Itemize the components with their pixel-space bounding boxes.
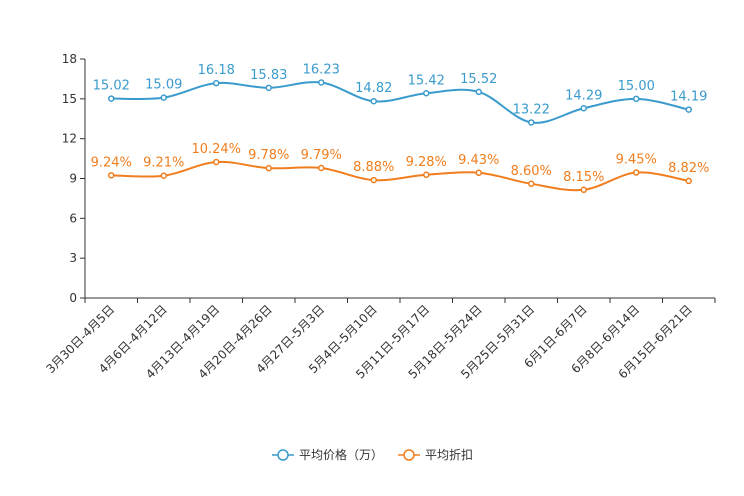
data-point[interactable] <box>580 186 587 194</box>
data-point[interactable] <box>160 94 167 101</box>
legend-marker <box>277 449 289 461</box>
data-label: 9.79% <box>301 148 342 163</box>
data-label: 15.00 <box>618 79 655 94</box>
data-label: 9.45% <box>616 153 657 168</box>
y-tick-label: 12 <box>62 132 77 146</box>
data-label: 15.52 <box>460 72 497 87</box>
data-point[interactable] <box>423 90 430 97</box>
data-label: 15.02 <box>93 79 130 94</box>
data-label: 9.21% <box>143 156 184 171</box>
legend[interactable]: 平均价格（万） 平均折扣 <box>272 447 473 462</box>
y-tick-label: 6 <box>69 211 77 225</box>
y-tick-label: 15 <box>62 92 77 106</box>
data-label: 8.88% <box>353 160 394 175</box>
legend-item-1[interactable]: 平均折扣 <box>398 447 473 462</box>
data-point[interactable] <box>108 95 115 102</box>
data-label: 16.18 <box>198 63 235 78</box>
legend-item-0[interactable]: 平均价格（万） <box>272 447 383 462</box>
data-label: 14.29 <box>565 88 602 103</box>
data-point[interactable] <box>580 105 587 112</box>
data-label: 8.60% <box>511 164 552 179</box>
data-label: 10.24% <box>191 142 241 157</box>
series-line-1 <box>111 160 689 192</box>
series-line-0 <box>111 81 689 124</box>
y-tick-label: 0 <box>69 291 77 305</box>
data-label: 9.43% <box>458 153 499 168</box>
data-point[interactable] <box>318 164 325 172</box>
data-point[interactable] <box>160 172 167 179</box>
data-point[interactable] <box>265 84 272 92</box>
data-label: 14.82 <box>355 81 392 96</box>
data-point[interactable] <box>423 171 430 179</box>
data-point[interactable] <box>528 180 535 188</box>
data-label: 15.09 <box>145 78 182 93</box>
data-label: 8.15% <box>563 170 604 185</box>
data-point[interactable] <box>528 119 535 126</box>
data-point[interactable] <box>633 95 640 103</box>
y-tick-label: 3 <box>69 251 77 265</box>
data-point[interactable] <box>213 79 220 87</box>
data-point[interactable] <box>108 172 115 179</box>
data-label: 8.82% <box>668 161 709 176</box>
data-point[interactable] <box>685 106 692 113</box>
data-point[interactable] <box>475 169 482 177</box>
data-labels: 15.02 15.09 16.18 15.83 16.23 14.82 15.42 15.52… <box>91 63 710 185</box>
legend-label: 平均价格（万） <box>299 447 383 462</box>
data-label: 15.42 <box>408 73 445 88</box>
legend-label: 平均折扣 <box>425 447 473 462</box>
legend-marker <box>403 449 415 461</box>
data-point[interactable] <box>475 88 482 96</box>
data-point[interactable] <box>370 176 377 184</box>
data-label: 15.83 <box>250 68 287 83</box>
y-tick-label: 18 <box>62 52 77 66</box>
data-label: 9.78% <box>248 148 289 163</box>
data-label: 16.23 <box>303 63 340 78</box>
data-point[interactable] <box>685 177 692 185</box>
data-point[interactable] <box>265 164 272 172</box>
data-point[interactable] <box>213 158 220 166</box>
data-point[interactable] <box>370 97 377 105</box>
data-point[interactable] <box>318 79 325 86</box>
data-point[interactable] <box>633 169 640 176</box>
data-label: 9.24% <box>91 155 132 170</box>
series-layer <box>108 79 692 194</box>
data-label: 14.19 <box>670 90 707 105</box>
y-tick-label: 9 <box>69 172 77 186</box>
data-label: 9.28% <box>406 155 447 170</box>
data-label: 13.22 <box>513 102 550 117</box>
